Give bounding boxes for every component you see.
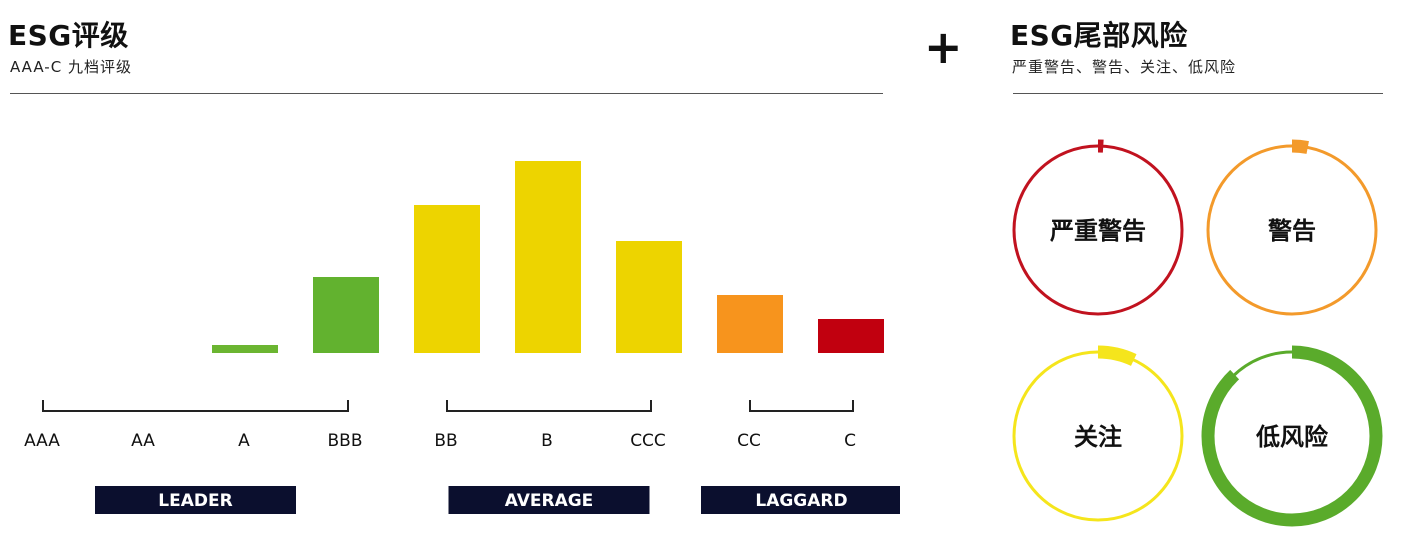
tick-label-a: A: [238, 431, 250, 451]
bar-c: [818, 319, 884, 353]
tick-label-bbb: BBB: [328, 431, 363, 451]
risk-ring-1-fill: [1201, 139, 1383, 321]
bar-ccc: [616, 241, 682, 353]
tail-risk-title: ESG尾部风险: [1010, 19, 1188, 52]
badge-label-average: AVERAGE: [505, 491, 594, 511]
badge-leader: [95, 486, 296, 514]
rating-title: ESG评级: [8, 19, 129, 52]
risk-ring-2-label: 关注: [1074, 423, 1122, 451]
bracket-leader: [42, 400, 349, 412]
plus-icon: +: [924, 20, 963, 74]
badge-laggard: [701, 486, 900, 514]
bar-a: [212, 345, 278, 353]
bar-bb: [414, 205, 480, 353]
tick-label-ccc: CCC: [630, 431, 666, 451]
rating-divider: [10, 93, 883, 94]
tick-label-aa: AA: [131, 431, 155, 451]
risk-ring-0-fill: [1007, 139, 1189, 321]
risk-ring-2-fill: [1007, 345, 1189, 527]
risk-ring-1-label: 警告: [1267, 217, 1316, 245]
tail-risk-subtitle: 严重警告、警告、关注、低风险: [1012, 58, 1237, 76]
risk-ring-3-label: 低风险: [1255, 423, 1329, 451]
tick-label-aaa: AAA: [24, 431, 60, 451]
tick-label-c: C: [844, 431, 856, 451]
badge-average: [448, 486, 650, 514]
risk-ring-0-label: 严重警告: [1050, 217, 1146, 245]
bar-b: [515, 161, 581, 353]
bracket-laggard: [749, 400, 854, 412]
risk-ring-3-fill: [1201, 345, 1383, 527]
bar-bbb: [313, 277, 379, 353]
bar-cc: [717, 295, 783, 353]
badge-label-leader: LEADER: [158, 491, 232, 511]
tick-label-b: B: [541, 431, 553, 451]
tail-risk-divider: [1013, 93, 1383, 94]
bracket-average: [446, 400, 652, 412]
badge-label-laggard: LAGGARD: [755, 491, 847, 511]
tick-label-cc: CC: [737, 431, 761, 451]
rating-subtitle: AAA-C 九档评级: [10, 58, 132, 76]
tick-label-bb: BB: [434, 431, 457, 451]
